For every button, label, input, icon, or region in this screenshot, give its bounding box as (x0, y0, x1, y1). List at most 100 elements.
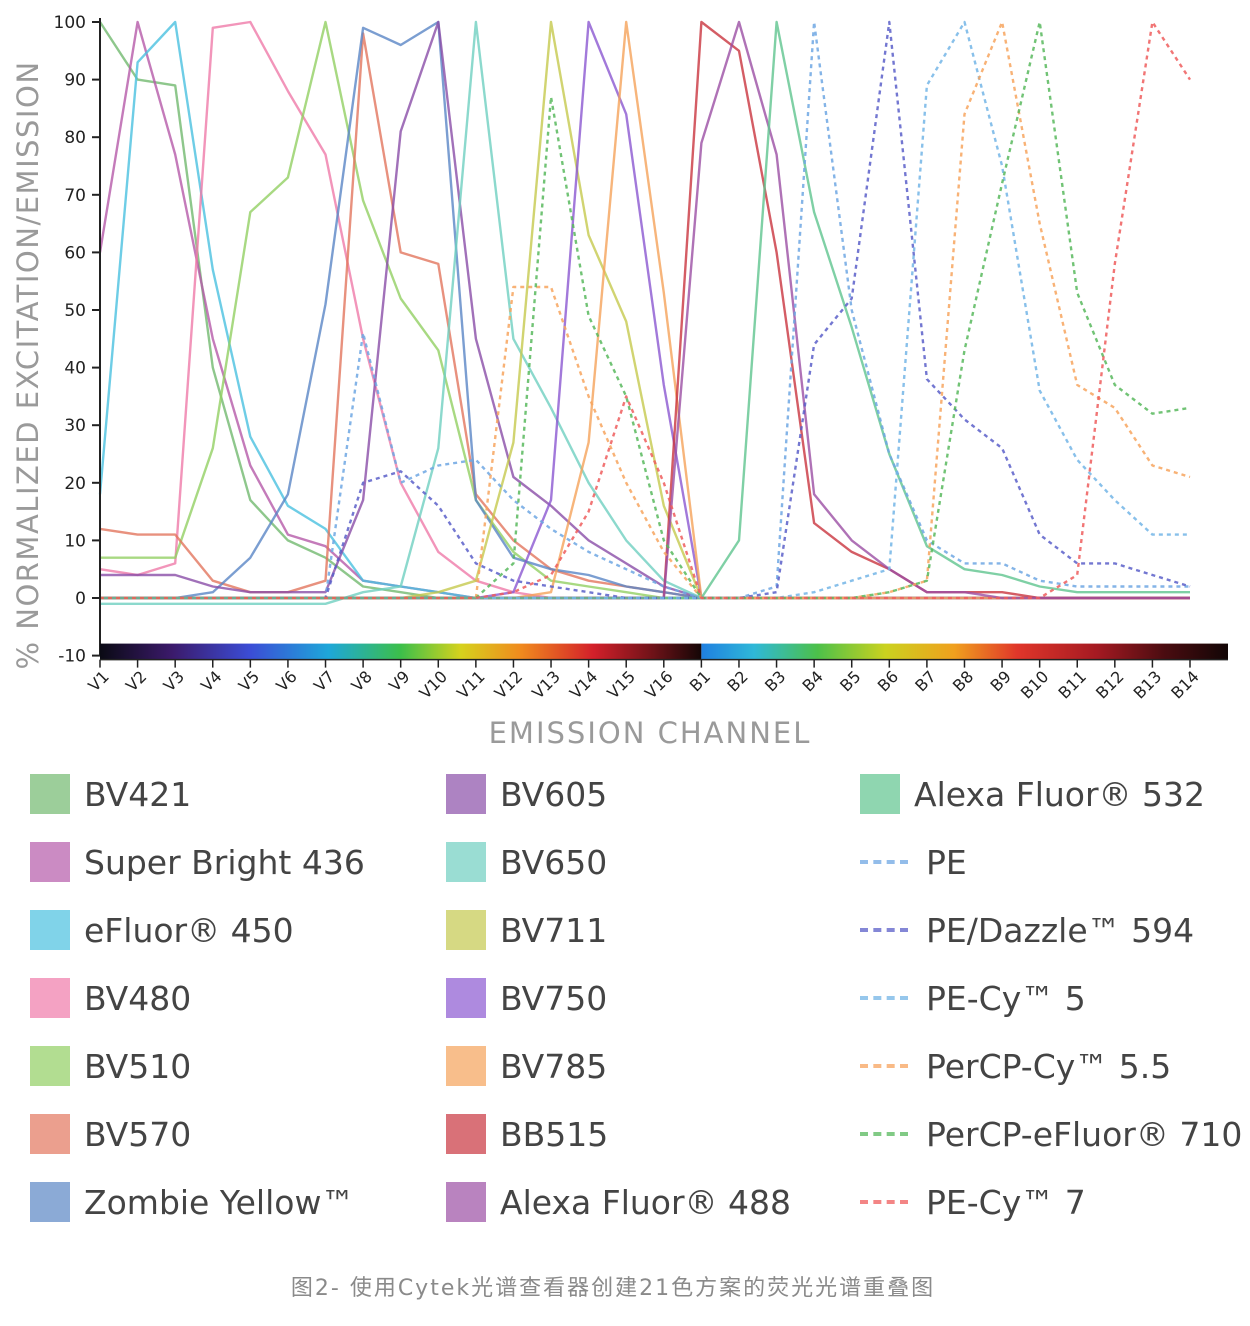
x-tick-label: B1 (686, 667, 714, 695)
legend-color-swatch (30, 978, 70, 1018)
series-line-percp-cy-5-5 (100, 20, 1191, 600)
legend-color-swatch (30, 774, 70, 814)
legend-label: eFluor® 450 (84, 910, 294, 950)
y-tick-label: 20 (64, 474, 86, 494)
legend-label: BV785 (500, 1046, 608, 1086)
x-tick-label: V13 (528, 667, 564, 703)
y-tick-label: 10 (64, 531, 86, 551)
legend-label: BV421 (84, 774, 192, 814)
legend-label: BV605 (500, 774, 608, 814)
legend-column-2: BV605 BV650 BV711 BV750 BV785 BB515 Alexa Fluo… (446, 760, 791, 1236)
series-line-bv480 (99, 20, 1190, 600)
y-tick-label: 40 (64, 359, 86, 379)
legend-color-swatch (446, 910, 486, 950)
x-tick-label: B5 (836, 667, 864, 695)
y-tick-label: 60 (64, 243, 86, 263)
series-line-percp-efluor-710 (100, 20, 1191, 600)
series-line-efluor-450 (98, 20, 1190, 600)
legend-item: BV785 (446, 1032, 791, 1100)
x-tick-label: V11 (453, 667, 489, 703)
series-line-pe-cy-5 (100, 20, 1190, 600)
x-tick-label: B12 (1092, 667, 1128, 703)
series-line-alexa-fluor-532 (100, 20, 1190, 600)
series-line-pe (100, 20, 1190, 600)
legend-column-3: Alexa Fluor® 532 PE PE/Dazzle™ 594 PE-Cy™ 5… (860, 760, 1242, 1236)
legend-item: BV711 (446, 896, 791, 964)
series-line-alexa-fluor-488 (100, 20, 1190, 600)
x-tick-label: V2 (122, 667, 150, 695)
legend-label: BV711 (500, 910, 608, 950)
x-tick-label: B6 (874, 667, 902, 695)
legend-item: PE/Dazzle™ 594 (860, 896, 1242, 964)
x-tick-label: B4 (799, 667, 827, 695)
legend-item: BV480 (30, 964, 365, 1032)
legend-item: Alexa Fluor® 532 (860, 760, 1242, 828)
legend-color-swatch (446, 978, 486, 1018)
series-line-super-bright-436 (98, 20, 1190, 600)
legend-dash-marker (860, 928, 908, 932)
legend-color-swatch (30, 1114, 70, 1154)
legend-item: BV650 (446, 828, 791, 896)
legend-label: BV480 (84, 978, 192, 1018)
legend-column-1: BV421 Super Bright 436 eFluor® 450 BV480 BV5… (30, 760, 365, 1236)
x-axis-title: EMISSION CHANNEL (489, 716, 812, 750)
blue-laser-color-band (701, 643, 1228, 660)
x-tick-label: B13 (1130, 667, 1166, 703)
x-tick-label: V4 (197, 667, 225, 695)
x-tick-label: V1 (84, 667, 112, 695)
legend-item: BB515 (446, 1100, 791, 1168)
legend-label: BV750 (500, 978, 608, 1018)
series-line-bv750 (100, 20, 1190, 600)
legend-color-swatch (446, 1182, 486, 1222)
legend-label: PE-Cy™ 5 (926, 978, 1086, 1018)
legend-label: Super Bright 436 (84, 842, 365, 882)
legend-dash-marker (860, 996, 908, 1000)
legend-label: Alexa Fluor® 488 (500, 1182, 792, 1222)
x-tick-label: V9 (385, 667, 413, 695)
legend-item: BV605 (446, 760, 791, 828)
legend-color-swatch (446, 1114, 486, 1154)
legend-label: PE (926, 842, 967, 882)
legend-color-swatch (30, 842, 70, 882)
legend: BV421 Super Bright 436 eFluor® 450 BV480 BV5… (0, 760, 1250, 1222)
series-line-bv711 (100, 20, 1190, 600)
x-tick-label: V5 (235, 667, 263, 695)
legend-item: Alexa Fluor® 488 (446, 1168, 791, 1236)
legend-item: Zombie Yellow™ (30, 1168, 365, 1236)
x-tick-label: B7 (911, 667, 939, 695)
x-tick-label: V15 (603, 667, 639, 703)
legend-color-swatch (30, 910, 70, 950)
x-tick-label: V14 (566, 667, 602, 703)
x-tick-label: V6 (272, 667, 300, 695)
legend-item: BV510 (30, 1032, 365, 1100)
legend-item: PE (860, 828, 1242, 896)
x-tick-label: B11 (1054, 667, 1090, 703)
x-tick-label: B3 (761, 667, 789, 695)
series-line-bv605 (100, 20, 1190, 600)
legend-color-swatch (446, 1046, 486, 1086)
legend-dash-marker (860, 860, 908, 864)
legend-item: PerCP-Cy™ 5.5 (860, 1032, 1242, 1100)
legend-label: PE-Cy™ 7 (926, 1182, 1086, 1222)
legend-color-swatch (446, 842, 486, 882)
legend-label: PerCP-Cy™ 5.5 (926, 1046, 1172, 1086)
legend-item: BV750 (446, 964, 791, 1032)
y-tick-label: -10 (58, 647, 86, 667)
legend-dash-marker (860, 1132, 908, 1136)
series-line-bv510 (100, 20, 1190, 600)
x-tick-label: B10 (1017, 667, 1053, 703)
legend-item: PE-Cy™ 5 (860, 964, 1242, 1032)
x-tick-label: V8 (348, 667, 376, 695)
y-tick-label: 30 (64, 416, 86, 436)
legend-color-swatch (860, 774, 900, 814)
y-tick-label: 0 (75, 589, 86, 609)
legend-label: Zombie Yellow™ (84, 1182, 355, 1222)
y-tick-label: 90 (64, 71, 86, 91)
legend-item: Super Bright 436 (30, 828, 365, 896)
series-line-pe-cy-7 (100, 20, 1192, 600)
legend-dash-marker (860, 1200, 908, 1204)
legend-item: eFluor® 450 (30, 896, 365, 964)
y-tick-label: 80 (64, 128, 86, 148)
x-tick-label: V3 (160, 667, 188, 695)
